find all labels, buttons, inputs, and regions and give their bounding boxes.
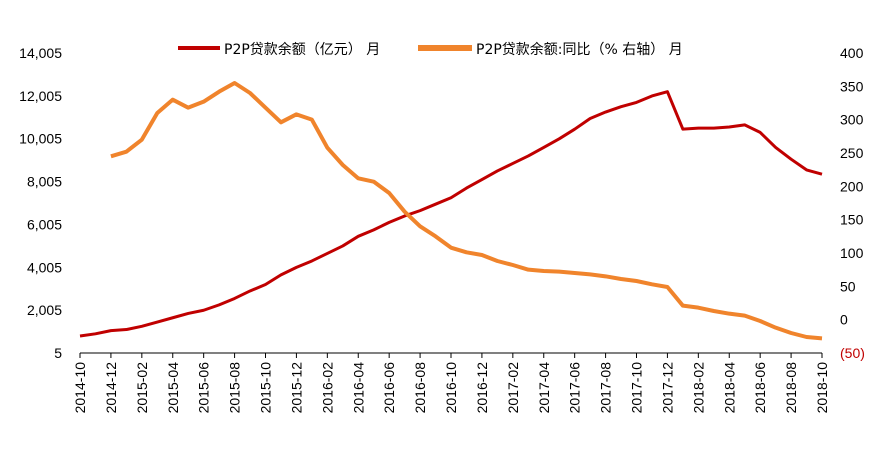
left-tick-label: 6,005 (27, 216, 62, 232)
x-tick-label: 2016-06 (381, 362, 397, 414)
x-tick-label: 2015-12 (288, 362, 304, 414)
left-tick-label: 10,005 (19, 131, 62, 147)
x-tick-label: 2017-02 (505, 362, 521, 414)
left-tick-label: 12,005 (19, 88, 62, 104)
x-tick-label: 2014-10 (72, 362, 88, 414)
right-tick-label: 250 (840, 145, 864, 161)
x-tick-label: 2017-12 (659, 362, 675, 414)
x-tick-label: 2015-10 (258, 362, 274, 414)
left-tick-label: 14,005 (19, 45, 62, 61)
x-tick-label: 2015-06 (196, 362, 212, 414)
x-tick-label: 2018-04 (721, 362, 737, 414)
series-line-balance (79, 90, 823, 338)
left-tick-label: 5 (54, 345, 62, 361)
x-tick-label: 2018-06 (752, 362, 768, 414)
right-tick-label: 150 (840, 212, 864, 228)
left-axis: 5 2,005 4,005 6,005 8,005 10,005 12,005 14,005 (19, 45, 62, 361)
x-tick-label: 2016-02 (319, 362, 335, 414)
legend: P2P贷款余额（亿元） 月 P2P贷款余额:同比（% 右轴） 月 (178, 41, 683, 58)
right-tick-label: 350 (840, 78, 864, 94)
right-tick-label: 100 (840, 245, 864, 261)
right-tick-label: 400 (840, 45, 864, 61)
x-tick-label: 2018-10 (814, 362, 830, 414)
right-tick-label: 300 (840, 112, 864, 128)
right-tick-label: 0 (840, 312, 848, 328)
x-tick-label: 2016-12 (474, 362, 490, 414)
series-line-yoy (110, 81, 823, 341)
x-tick-label: 2018-08 (783, 362, 799, 414)
x-tick-label: 2017-10 (629, 362, 645, 414)
x-tick-label: 2015-02 (134, 362, 150, 414)
left-tick-label: 2,005 (27, 302, 62, 318)
x-tick-label: 2016-10 (443, 362, 459, 414)
x-tick-label: 2016-08 (412, 362, 428, 414)
left-tick-label: 8,005 (27, 174, 62, 190)
x-tick-label: 2017-08 (598, 362, 614, 414)
legend-label-balance: P2P贷款余额（亿元） 月 (224, 41, 380, 58)
x-tick-label: 2017-04 (536, 362, 552, 414)
right-tick-label: (50) (840, 345, 865, 361)
right-axis: (50) 0 50 100 150 200 250 300 350 400 (840, 45, 865, 361)
x-tick-label: 2015-08 (227, 362, 243, 414)
x-tick-label: 2015-04 (165, 362, 181, 414)
left-tick-label: 4,005 (27, 259, 62, 275)
x-tick-label: 2018-02 (690, 362, 706, 414)
legend-label-yoy: P2P贷款余额:同比（% 右轴） 月 (476, 41, 683, 58)
x-tick-label: 2016-04 (350, 362, 366, 414)
right-tick-label: 200 (840, 178, 864, 194)
right-tick-label: 50 (840, 278, 856, 294)
x-tick-label: 2017-06 (567, 362, 583, 414)
x-tick-label: 2014-12 (103, 362, 119, 414)
x-axis: 2014-10 2014-12 2015-02 2015-04 2015-06 2015-… (72, 353, 830, 413)
series-layer (79, 81, 823, 341)
